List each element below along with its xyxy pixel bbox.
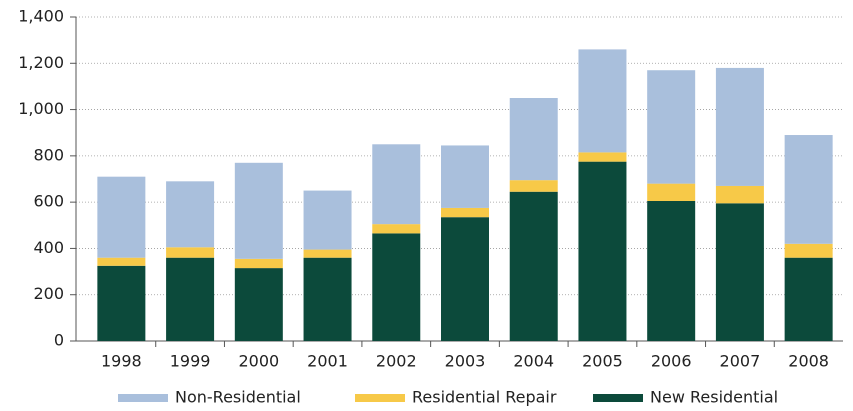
x-tick-label: 1999	[170, 352, 211, 371]
bar-segment	[647, 183, 696, 201]
y-tick-label: 200	[33, 284, 64, 303]
x-tick-label: 2007	[720, 352, 761, 371]
bar-segment	[578, 49, 627, 153]
legend-swatch	[355, 394, 405, 402]
x-tick-label: 2006	[651, 352, 692, 371]
bar-segment	[234, 258, 283, 269]
bar-segment	[715, 185, 764, 204]
bar-segment	[578, 152, 627, 162]
bar-segment	[715, 203, 764, 341]
bar-segment	[234, 162, 283, 259]
y-tick-label: 0	[54, 331, 64, 350]
y-tick-label: 1,200	[18, 53, 64, 72]
bar-segment	[372, 144, 421, 225]
legend-label: New Residential	[650, 388, 778, 407]
bar-segment	[441, 145, 489, 208]
x-tick-label: 2005	[582, 352, 623, 371]
bar-segment	[303, 249, 352, 258]
y-tick-label: 1,400	[18, 7, 64, 26]
bar-segment	[647, 200, 696, 341]
y-tick-label: 800	[33, 145, 64, 164]
bar-segment	[715, 67, 764, 186]
x-tick-label: 2001	[307, 352, 348, 371]
bar-segment	[509, 180, 558, 192]
bar-segment	[234, 268, 283, 341]
y-tick-label: 400	[33, 238, 64, 257]
bar-segment	[303, 190, 352, 250]
legend-swatch	[118, 394, 168, 402]
x-tick-label: 2008	[788, 352, 829, 371]
bar-segment	[372, 224, 421, 234]
bar-segment	[441, 207, 489, 218]
bar-segment	[784, 135, 833, 244]
legend-label: Residential Repair	[412, 388, 557, 407]
bar-segment	[647, 70, 696, 184]
x-tick-label: 2004	[513, 352, 554, 371]
x-tick-label: 2002	[376, 352, 417, 371]
y-tick-label: 1,000	[18, 99, 64, 118]
bar-segment	[97, 257, 146, 266]
bar-segment	[441, 217, 489, 341]
x-tick-label: 1998	[101, 352, 142, 371]
legend-label: Non-Residential	[175, 388, 301, 407]
legend-swatch	[593, 394, 643, 402]
bar-segment	[166, 247, 215, 258]
bar-segment	[784, 257, 833, 341]
y-tick-label: 600	[33, 192, 64, 211]
x-tick-label: 2003	[445, 352, 486, 371]
bar-segment	[303, 257, 352, 341]
bar-segment	[784, 243, 833, 258]
bar-segment	[509, 98, 558, 181]
bar-segment	[509, 191, 558, 341]
bar-segment	[578, 161, 627, 341]
bar-segment	[97, 176, 146, 258]
bar-segment	[372, 233, 421, 341]
bar-segment	[166, 257, 215, 341]
x-tick-label: 2000	[238, 352, 279, 371]
bar-segment	[166, 181, 215, 248]
bar-segment	[97, 265, 146, 341]
